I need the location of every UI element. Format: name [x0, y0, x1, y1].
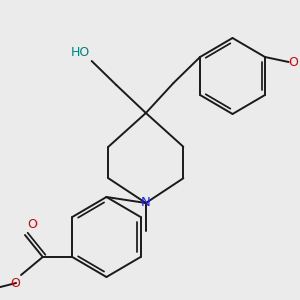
- Text: O: O: [27, 218, 37, 231]
- Text: HO: HO: [70, 46, 90, 59]
- Text: N: N: [141, 196, 151, 209]
- Text: O: O: [10, 277, 20, 290]
- Text: O: O: [289, 56, 298, 68]
